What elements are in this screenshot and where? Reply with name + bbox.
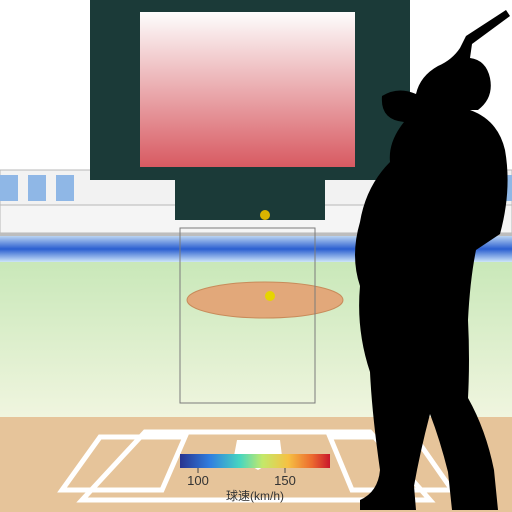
stands-window	[56, 175, 74, 201]
legend-tick-label: 150	[274, 473, 296, 488]
stands-window	[0, 175, 18, 201]
legend-axis-label: 球速(km/h)	[226, 489, 284, 503]
scoreboard-stem	[175, 180, 325, 220]
pitch-location-chart: 100 150球速(km/h)	[0, 0, 512, 512]
batter-silhouette	[442, 94, 454, 106]
legend-tick-label: 100	[187, 473, 209, 488]
speed-legend-bar	[180, 454, 330, 468]
stands-window	[28, 175, 46, 201]
pitch-marker	[260, 210, 270, 220]
pitch-marker	[265, 291, 275, 301]
scoreboard-screen	[140, 12, 355, 167]
pitchers-mound	[187, 282, 343, 318]
